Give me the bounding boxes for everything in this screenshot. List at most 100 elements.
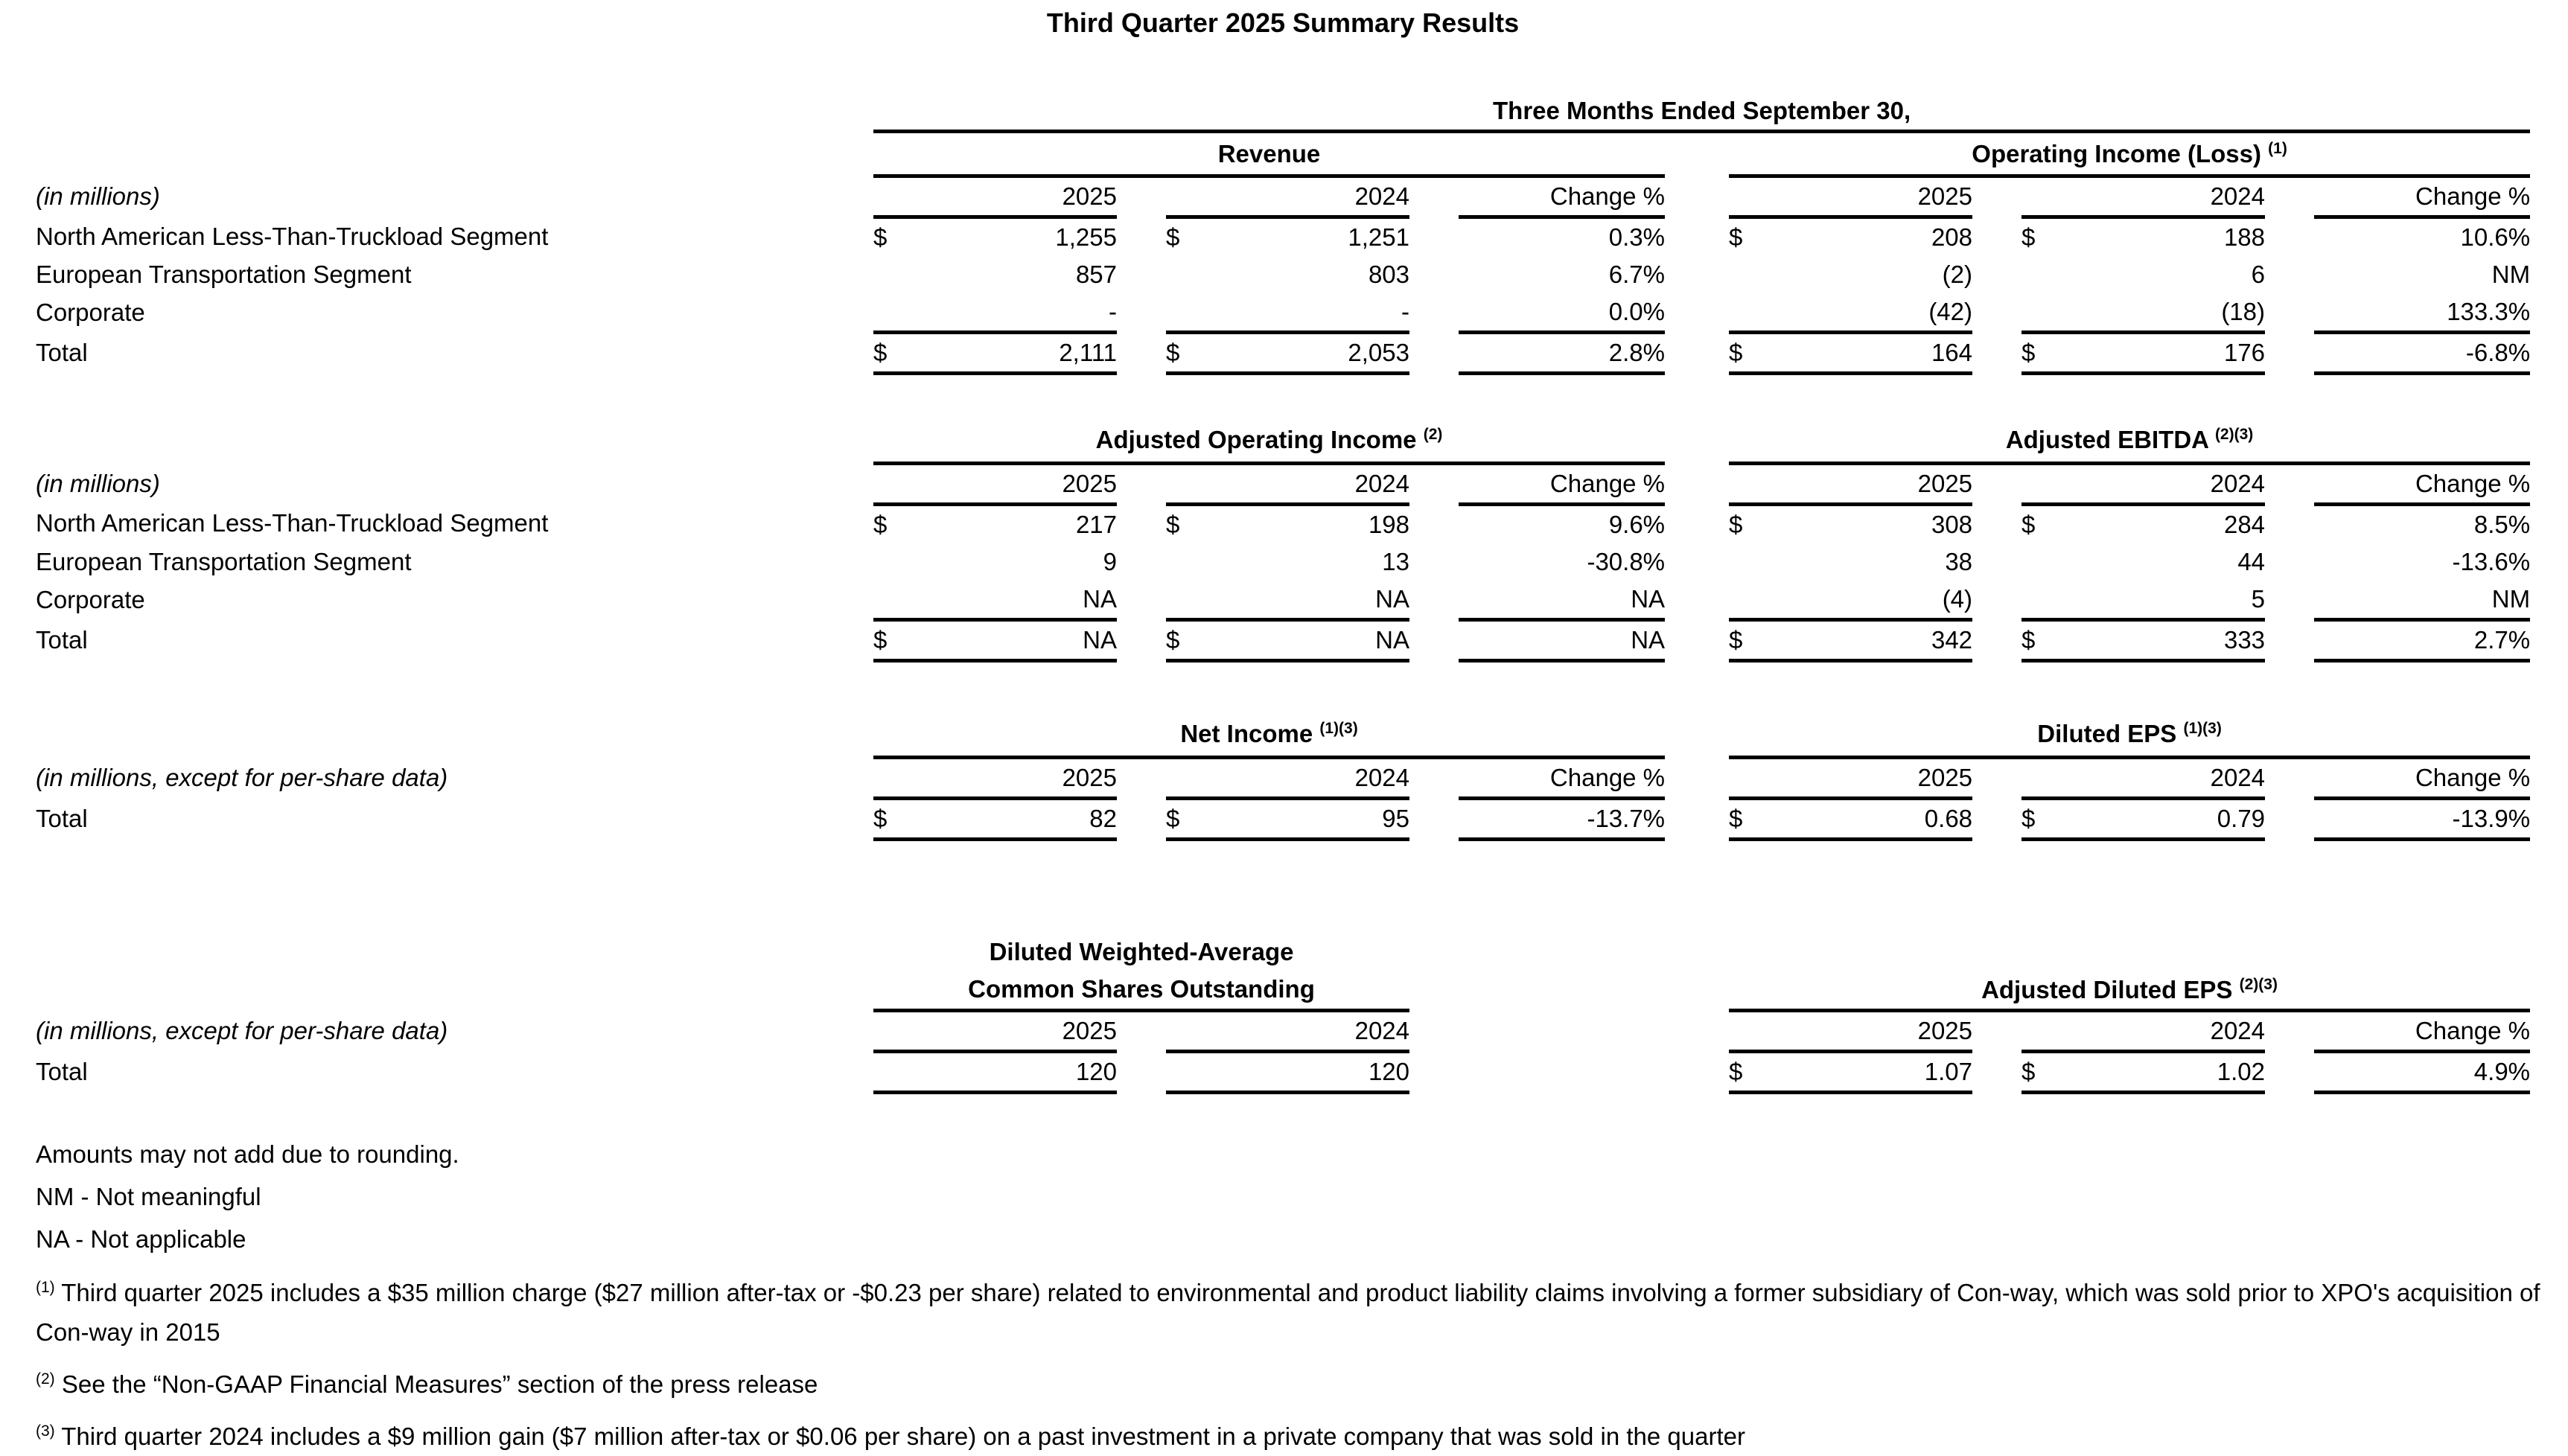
group-title-adj-ebitda: Adjusted EBITDA (2)(3) — [1729, 418, 2531, 465]
group-spacer — [1665, 132, 1729, 176]
footnote-1-text: Third quarter 2025 includes a $35 millio… — [36, 1278, 2540, 1346]
change-cell: -13.9% — [2314, 798, 2531, 841]
value-cell: 38 — [1729, 543, 1972, 581]
value-cell: $208 — [1729, 217, 1972, 257]
value: (42) — [1928, 298, 1972, 325]
group-spacer — [1665, 930, 1729, 1010]
column-gap — [2265, 176, 2314, 217]
change-header: Change % — [2314, 757, 2531, 800]
value: 188 — [2223, 223, 2265, 251]
column-gap — [1972, 1051, 2021, 1092]
column-gap — [2265, 543, 2314, 581]
column-gap — [1972, 758, 2021, 799]
column-gap — [1409, 176, 1459, 217]
value-cell: (42) — [1729, 293, 1972, 333]
column-gap — [1117, 758, 1166, 799]
value-cell: $198 — [1166, 504, 1409, 543]
units-note: (in millions, except for per-share data) — [36, 1016, 448, 1044]
year-header-2024: 2024 — [2021, 463, 2266, 506]
group-title-shares-outstanding: Diluted Weighted-Average Common Shares O… — [873, 930, 1410, 1012]
value-cell: $1.02 — [2021, 1051, 2266, 1094]
column-gap — [1409, 217, 1459, 257]
value: - — [1109, 298, 1117, 325]
column-gap — [2265, 799, 2314, 840]
column-gap — [1117, 1051, 1166, 1092]
row-label: European Transportation Segment — [36, 261, 412, 288]
value: 82 — [1089, 805, 1117, 832]
value-cell: $0.79 — [2021, 798, 2266, 841]
value: 284 — [2223, 510, 2266, 538]
change-cell: -30.8% — [1587, 547, 1666, 575]
group-title-row: Diluted Weighted-Average Common Shares O… — [36, 930, 2531, 1012]
value: 44 — [2237, 547, 2266, 575]
change-cell: 9.6% — [1608, 510, 1666, 538]
group-title-text: Adjusted EBITDA — [2005, 425, 2208, 453]
group-title-revenue: Revenue — [873, 131, 1665, 178]
value-cell: 5 — [2021, 581, 2265, 620]
column-gap — [1117, 504, 1166, 543]
group-title-text: Revenue — [1217, 139, 1321, 167]
column-gap — [1972, 293, 2021, 333]
column-gap — [2265, 758, 2314, 799]
change-cell: NM — [2491, 261, 2531, 288]
group-spacer — [1665, 418, 1729, 463]
column-gap — [1409, 581, 1459, 620]
column-gap — [1972, 256, 2021, 293]
year-header-2025: 2025 — [873, 176, 1117, 219]
value: 9 — [1103, 547, 1117, 575]
dollar-sign: $ — [1166, 625, 1180, 654]
row-label: Total — [36, 625, 88, 654]
change-cell: 8.5% — [2473, 510, 2531, 538]
empty-cell — [1459, 930, 1665, 1010]
group-title-text: Adjusted Operating Income — [1095, 425, 1417, 453]
units-note: (in millions, except for per-share data) — [36, 764, 448, 791]
column-gap — [1117, 799, 1166, 840]
value-cell: $284 — [2021, 504, 2265, 543]
empty-cell — [1409, 930, 1459, 1010]
total-row: Total $82 $95 -13.7% $0.68 $0.79 -13.9% — [36, 798, 2531, 841]
year-header-2024: 2024 — [1166, 1010, 1410, 1053]
group-spacer — [1665, 543, 1729, 581]
page-title: Third Quarter 2025 Summary Results — [1046, 7, 1520, 38]
period-header: Three Months Ended September 30, — [873, 92, 2531, 133]
value: 308 — [1931, 510, 1973, 538]
shares-adjusted-eps-table: Diluted Weighted-Average Common Shares O… — [36, 930, 2531, 1094]
value-cell: $308 — [1729, 504, 1972, 543]
value-cell: $188 — [2021, 217, 2265, 257]
value: 176 — [2223, 339, 2265, 366]
group-spacer — [1665, 758, 1729, 799]
column-gap — [2265, 504, 2314, 543]
dollar-sign: $ — [873, 805, 888, 832]
group-spacer — [1665, 1010, 1729, 1051]
value-cell: 120 — [873, 1051, 1117, 1094]
value: 333 — [2223, 625, 2266, 654]
value-cell: $333 — [2021, 617, 2266, 662]
group-spacer — [1665, 256, 1729, 293]
footnote-2-text: See the “Non-GAAP Financial Measures” se… — [61, 1370, 818, 1398]
empty-cell — [36, 930, 873, 1010]
dollar-sign: $ — [1729, 510, 1743, 538]
dollar-sign: $ — [2021, 223, 2036, 251]
value: (2) — [1942, 261, 1972, 288]
column-gap — [1409, 543, 1459, 581]
column-gap — [1972, 619, 2021, 660]
column-gap — [1972, 1010, 2021, 1051]
group-spacer — [1665, 217, 1729, 257]
value: (4) — [1942, 584, 1973, 613]
change-header: Change % — [1459, 757, 1666, 800]
group-spacer — [1665, 713, 1729, 758]
footnote-ref: (2)(3) — [2239, 975, 2278, 993]
table-row: North American Less-Than-Truckload Segme… — [36, 504, 2530, 543]
footnote-3-text: Third quarter 2024 includes a $9 million… — [61, 1422, 1745, 1450]
year-header-2025: 2025 — [1729, 176, 1972, 219]
value-cell: 803 — [1166, 256, 1409, 293]
dollar-sign: $ — [2021, 625, 2036, 654]
group-title-diluted-eps: Diluted EPS (1)(3) — [1729, 712, 2531, 759]
change-cell: 2.8% — [1459, 331, 1665, 375]
adjusted-operating-income-ebitda-table: Adjusted Operating Income (2) Adjusted E… — [36, 418, 2531, 662]
year-header-row: (in millions) 2025 2024 Change % 2025 20… — [36, 463, 2531, 506]
value: 857 — [1075, 261, 1117, 288]
value-cell: $176 — [2021, 331, 2265, 375]
year-header-2025: 2025 — [1729, 757, 1973, 800]
row-label: Total — [36, 339, 88, 366]
